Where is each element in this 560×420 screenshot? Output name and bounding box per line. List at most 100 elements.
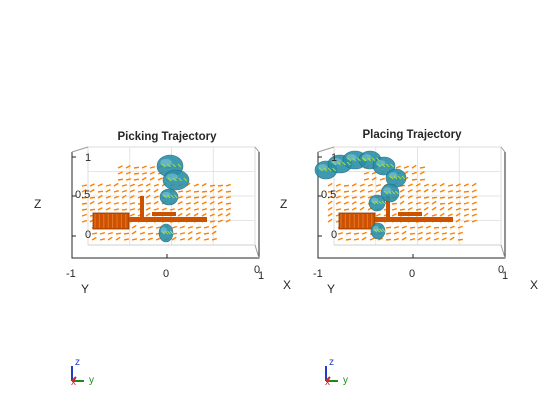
field-arrow: [121, 189, 127, 193]
field-arrow: [455, 189, 462, 193]
gripper-arm: [129, 217, 207, 222]
field-arrow: [385, 238, 392, 241]
field-arrow: [203, 232, 210, 235]
field-arrow: [335, 208, 342, 211]
field-arrow: [395, 176, 401, 181]
field-arrow: [359, 201, 365, 205]
field-arrow: [179, 238, 186, 241]
field-arrow: [117, 171, 123, 175]
field-arrow: [335, 183, 341, 187]
field-arrow: [81, 219, 87, 223]
field-arrow: [343, 219, 349, 223]
field-arrow: [417, 231, 423, 235]
field-arrow: [471, 208, 478, 211]
field-arrow: [217, 208, 224, 211]
field-arrow: [193, 183, 199, 187]
field-arrow: [463, 219, 469, 223]
field-arrow: [447, 206, 453, 211]
field-arrow: [419, 171, 425, 175]
field-arrow: [383, 213, 389, 217]
field-arrow: [367, 195, 373, 199]
field-arrow: [107, 236, 113, 241]
y-tick-minus1: -1: [66, 268, 76, 280]
surface-highlight: [361, 154, 372, 161]
field-arrow: [145, 207, 151, 211]
field-arrow: [153, 195, 159, 199]
surface-marker: [390, 163, 394, 168]
field-arrow: [393, 231, 399, 235]
field-arrow: [423, 201, 429, 205]
field-arrow: [399, 208, 406, 211]
field-arrow: [439, 202, 446, 205]
field-arrow: [375, 208, 382, 211]
field-arrow: [415, 189, 421, 193]
field-arrow: [195, 231, 201, 235]
field-arrow: [391, 196, 398, 199]
field-arrow: [441, 226, 448, 229]
field-arrow: [463, 213, 469, 217]
field-arrow: [383, 183, 389, 187]
field-arrow: [471, 195, 477, 199]
field-arrow: [327, 206, 333, 211]
field-arrow: [225, 190, 232, 193]
field-arrow: [367, 220, 374, 223]
field-arrow: [431, 200, 437, 205]
field-arrow: [327, 182, 333, 187]
surface-marker: [183, 177, 188, 182]
field-arrow: [433, 237, 439, 241]
field-arrow: [91, 236, 97, 241]
field-arrow: [431, 218, 437, 223]
field-arrow: [411, 171, 417, 175]
field-arrow: [217, 195, 223, 199]
field-arrow: [81, 202, 88, 205]
field-arrow: [351, 201, 357, 205]
field-arrow: [97, 190, 104, 193]
field-arrow: [399, 188, 405, 193]
axes-3d[interactable]: [0, 0, 280, 420]
field-arrow: [123, 232, 130, 235]
field-arrow: [209, 188, 215, 193]
surface-marker: [357, 157, 361, 162]
field-arrow: [185, 207, 191, 211]
field-arrow: [439, 182, 445, 187]
field-arrow: [81, 213, 87, 217]
field-arrow: [415, 201, 421, 205]
field-arrow: [149, 165, 156, 169]
field-arrow: [431, 196, 438, 199]
plot-picking-trajectory[interactable]: Picking Trajectory 1 0.5 0 Z -1 0 Y 0 1 …: [0, 0, 291, 420]
field-arrow: [153, 183, 159, 187]
surface-marker: [332, 161, 337, 166]
field-arrow: [403, 176, 409, 181]
plot-title: Placing Trajectory: [362, 129, 462, 141]
field-arrow: [169, 208, 176, 211]
surface-marker: [178, 177, 182, 182]
field-arrow: [97, 194, 103, 199]
field-arrow: [337, 225, 343, 229]
surface-marker: [319, 167, 323, 172]
surface-highlight: [346, 154, 357, 161]
field-arrow: [343, 212, 349, 217]
field-arrow: [155, 226, 162, 229]
triad-x-label: x: [71, 377, 76, 388]
field-arrow: [121, 184, 128, 187]
field-arrow: [403, 170, 409, 175]
field-arrow: [353, 232, 360, 235]
field-arrow: [425, 225, 431, 229]
field-arrow: [431, 206, 437, 211]
surface-marker: [177, 163, 182, 168]
field-arrow: [147, 225, 154, 229]
field-arrow: [351, 189, 357, 193]
field-arrow: [431, 183, 437, 187]
surface-highlight: [160, 158, 172, 167]
z-axis-label: Z: [280, 197, 288, 211]
field-arrow: [147, 232, 154, 235]
field-arrow: [193, 212, 199, 217]
surface-marker: [347, 157, 352, 162]
trajectory-surface: [380, 183, 400, 203]
y-axis-label: Y: [81, 282, 90, 296]
triad-x-label: x: [325, 377, 330, 388]
field-arrow: [91, 232, 98, 235]
field-arrow: [225, 202, 232, 205]
field-arrow: [371, 165, 377, 169]
field-arrow: [153, 188, 159, 193]
